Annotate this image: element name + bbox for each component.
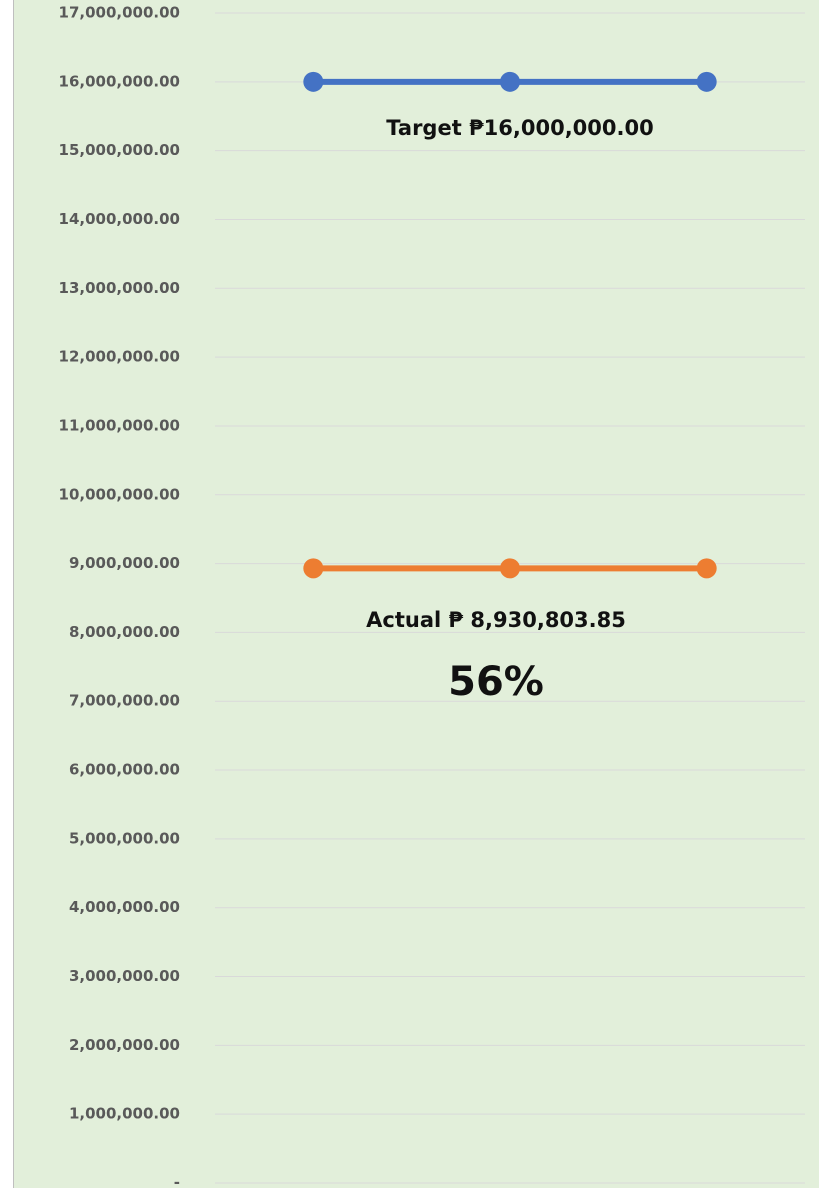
y-tick-label: 4,000,000.00 [69, 898, 180, 916]
y-tick-label: 17,000,000.00 [59, 4, 180, 22]
y-tick-label: 14,000,000.00 [59, 210, 180, 228]
y-tick-label: 12,000,000.00 [59, 348, 180, 366]
series-marker [303, 71, 324, 92]
chart-background [13, 0, 819, 1188]
y-tick-label: 6,000,000.00 [69, 761, 180, 779]
y-tick-label: 16,000,000.00 [59, 72, 180, 90]
series-marker [500, 558, 520, 579]
y-tick-label: 2,000,000.00 [69, 1036, 180, 1054]
target-annotation: Target ₱16,000,000.00 [386, 116, 653, 140]
y-tick-label: 3,000,000.00 [69, 967, 180, 985]
y-tick-label: 5,000,000.00 [69, 829, 180, 847]
series-marker [696, 558, 717, 579]
series-marker [500, 71, 520, 92]
percent-annotation: 56% [448, 659, 544, 705]
y-tick-label: 11,000,000.00 [59, 416, 180, 434]
y-tick-label: - [174, 1174, 180, 1188]
y-tick-label: 7,000,000.00 [69, 692, 180, 710]
y-tick-label: 8,000,000.00 [69, 623, 180, 641]
series-marker [696, 71, 717, 92]
y-tick-label: 10,000,000.00 [59, 485, 180, 503]
series-marker [303, 558, 324, 579]
y-tick-label: 13,000,000.00 [59, 279, 180, 297]
actual-annotation: Actual ₱ 8,930,803.85 [366, 608, 626, 632]
y-tick-label: 9,000,000.00 [69, 554, 180, 572]
y-tick-label: 15,000,000.00 [59, 141, 180, 159]
y-tick-label: 1,000,000.00 [69, 1105, 180, 1123]
